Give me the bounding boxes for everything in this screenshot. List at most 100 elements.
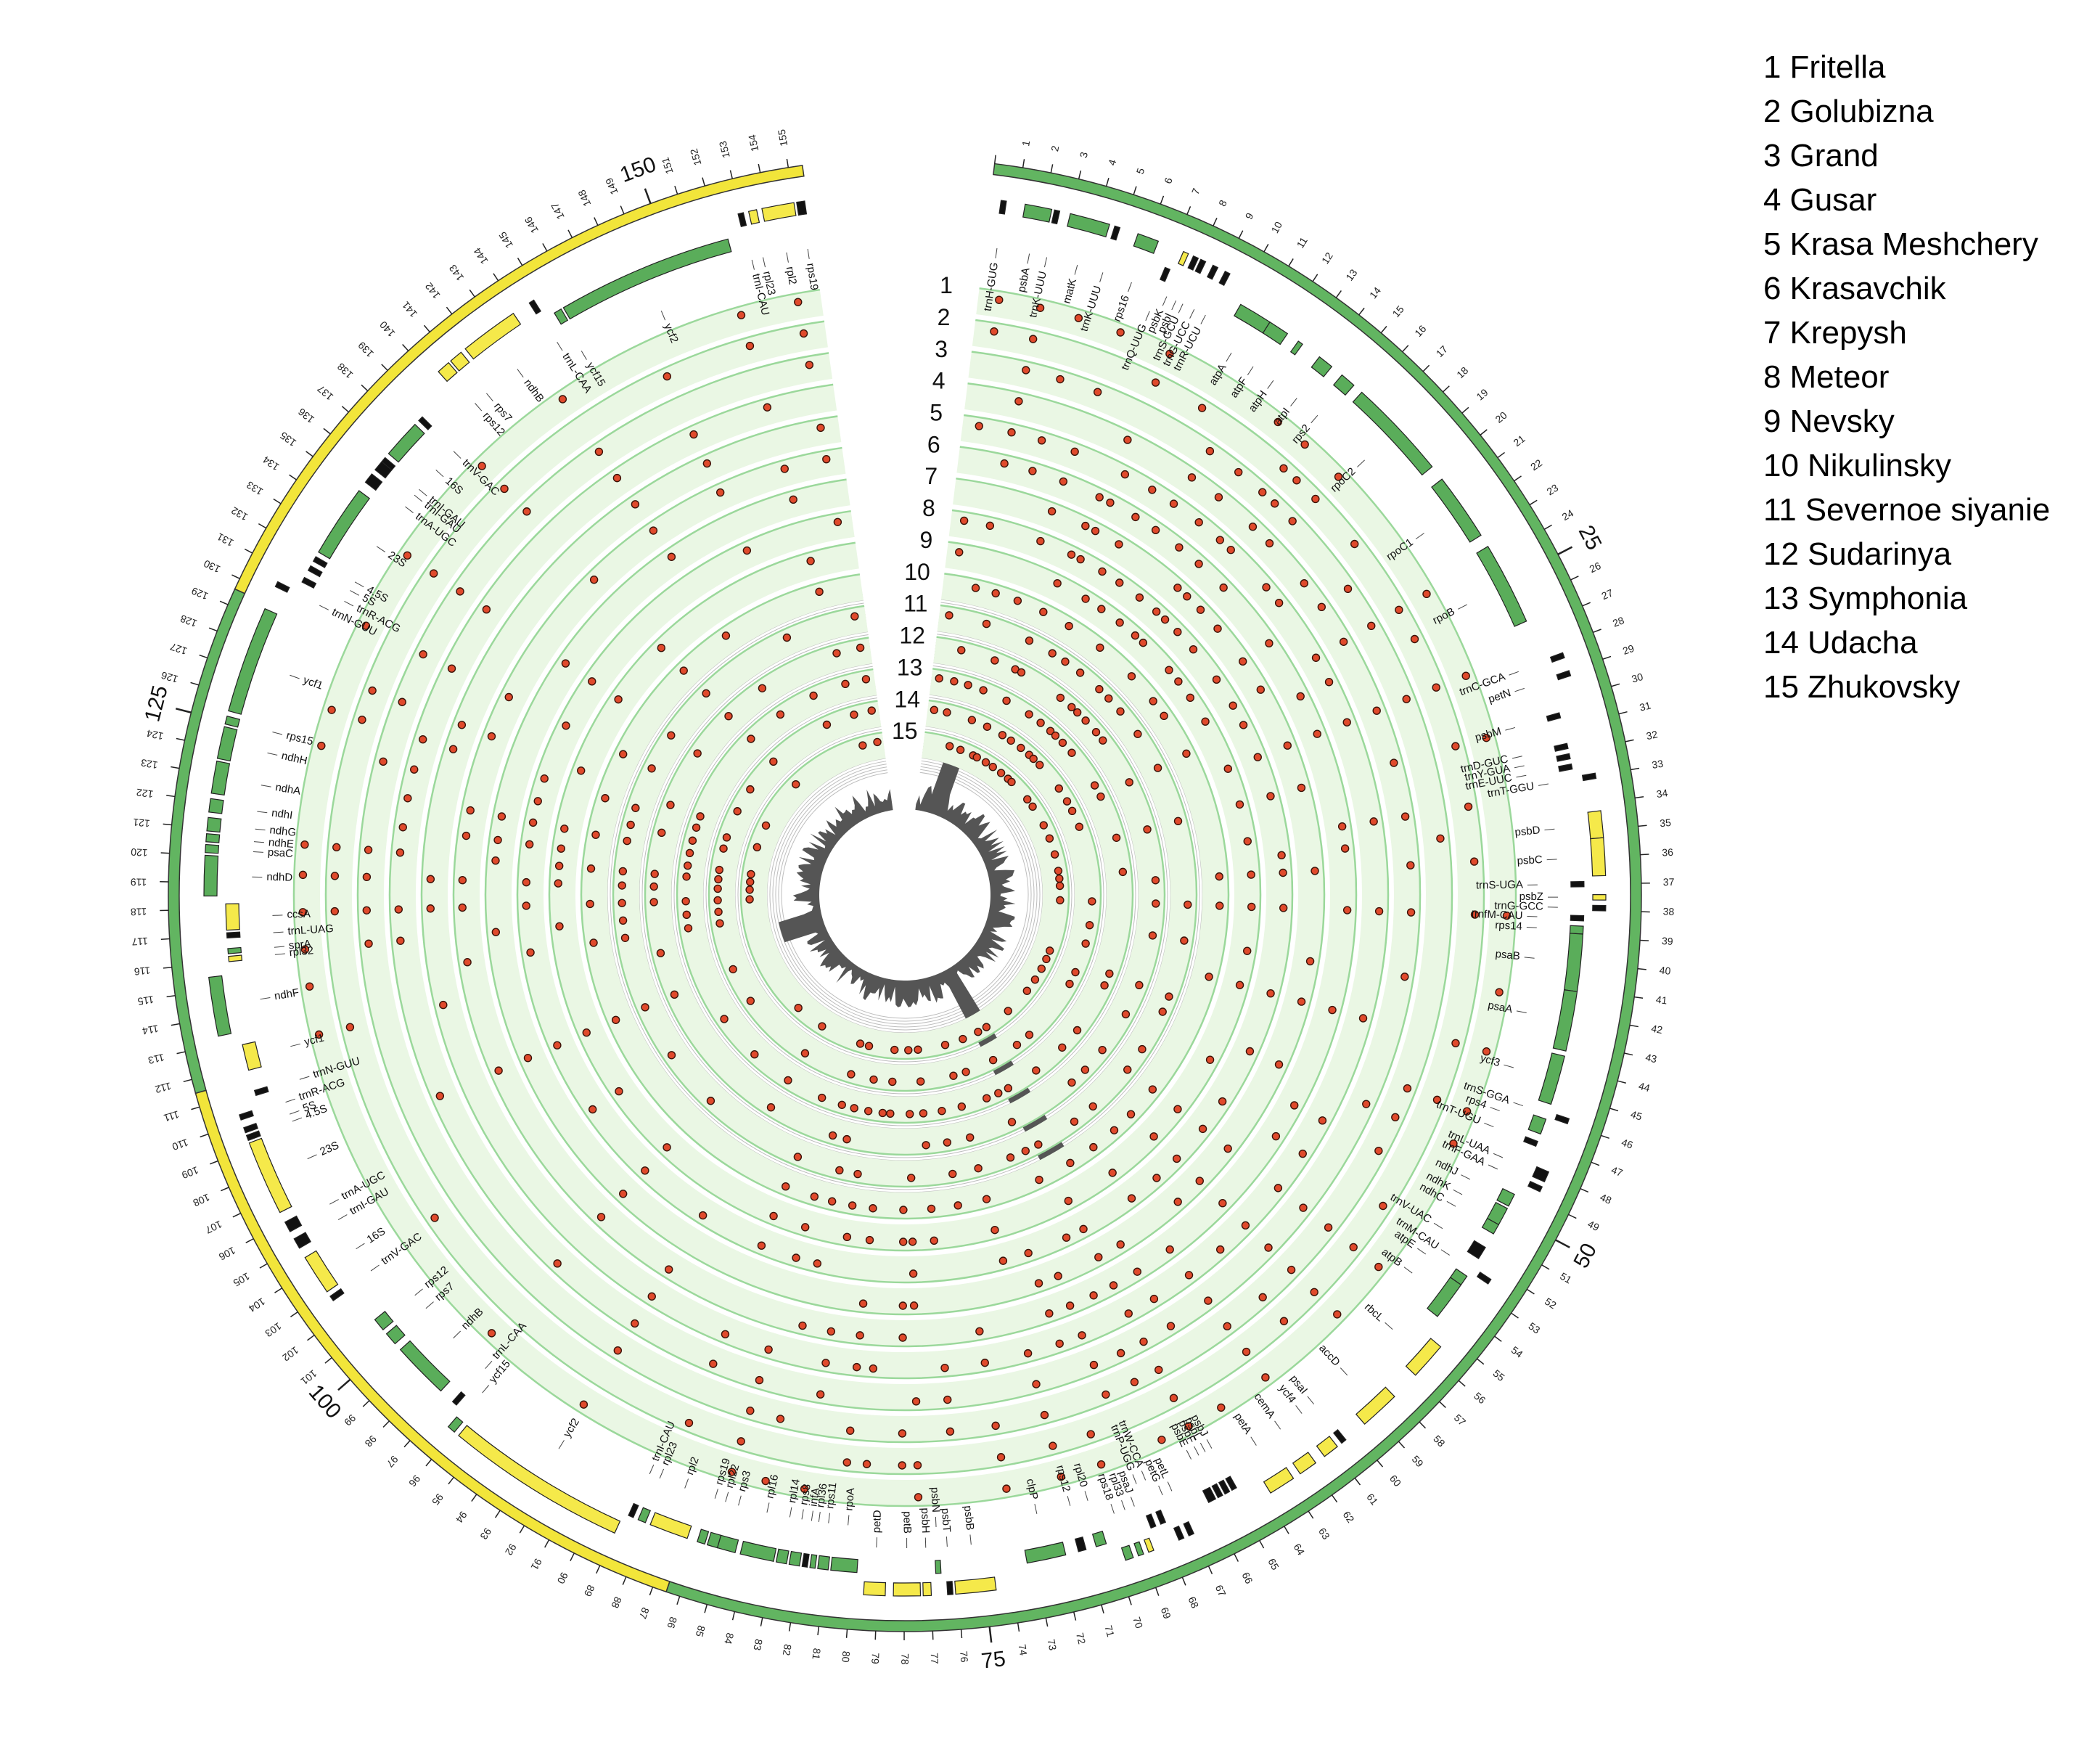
snp-marker [1151, 378, 1160, 387]
snp-marker [1195, 1177, 1204, 1185]
gene-leader [995, 247, 998, 258]
scale-tick [1568, 1214, 1577, 1219]
snp-marker [1298, 1149, 1307, 1158]
histogram-grid-ring [734, 726, 1075, 1065]
snp-marker [1029, 754, 1038, 764]
gene-block [1187, 255, 1199, 271]
scale-tick-label: 79 [869, 1653, 882, 1664]
snp-marker [1247, 870, 1255, 879]
snp-marker [1406, 908, 1416, 917]
scale-tick-label: 21 [1512, 433, 1527, 449]
snp-marker [873, 737, 882, 747]
scale-tick-label: 73 [1046, 1638, 1059, 1652]
gene-leader [946, 1537, 948, 1547]
snp-marker [966, 1133, 975, 1142]
gene-block [1570, 880, 1585, 888]
gene-leader [1385, 1322, 1393, 1330]
gene-leader [1099, 272, 1104, 282]
scale-tick [166, 994, 176, 998]
snp-marker [995, 295, 1004, 304]
snp-marker [702, 459, 712, 468]
snp-marker [1124, 1309, 1133, 1318]
snp-marker [715, 488, 725, 497]
snp-marker [806, 557, 815, 565]
scale-tick [163, 823, 172, 826]
snp-marker [1173, 628, 1182, 637]
gene-leader [1130, 1497, 1135, 1507]
scale-tick-label: 53 [1526, 1320, 1542, 1336]
snp-marker [1173, 1105, 1182, 1113]
gene-leader [1546, 859, 1557, 861]
gene-block [451, 1391, 466, 1406]
scale-tick-label: 7 [1189, 187, 1202, 197]
scale-tick-label: 3 [1078, 151, 1090, 160]
gene-block [239, 1110, 254, 1121]
snp-marker [458, 876, 467, 885]
gene-leader [1417, 1248, 1427, 1255]
scale-tick-label: 40 [1659, 964, 1671, 977]
scale-tick-label: 83 [751, 1638, 765, 1652]
gene-leader [1274, 1420, 1281, 1430]
scale-tick [171, 1023, 180, 1026]
scale-tick-label: 61 [1364, 1492, 1380, 1507]
gene-leader [1295, 1405, 1303, 1414]
snp-marker [631, 1319, 639, 1328]
snp-marker [1451, 1039, 1460, 1047]
snp-marker [709, 1359, 718, 1368]
gene-block [1467, 1240, 1486, 1259]
snp-marker [841, 679, 850, 689]
snp-marker [886, 1109, 895, 1118]
gene-label: psaC [267, 846, 293, 860]
scale-tick-label: 133 [245, 479, 265, 498]
snp-marker [1166, 1322, 1176, 1330]
snp-marker [398, 697, 406, 706]
snp-marker [1053, 578, 1062, 588]
scale-tick-label: 92 [503, 1542, 519, 1558]
scale-tick [567, 229, 573, 238]
gene-label: ccsA [287, 908, 311, 921]
snp-marker [364, 939, 373, 948]
snp-marker [1126, 1110, 1136, 1118]
legend-item: 13 Symphonia [1763, 576, 2059, 621]
scale-tick [190, 682, 200, 686]
snp-marker [982, 1094, 991, 1102]
track-line [580, 573, 1230, 1220]
gene-block [1074, 1536, 1087, 1552]
gene-block [242, 1041, 262, 1071]
track-number: 9 [919, 527, 932, 553]
snp-marker [448, 745, 458, 753]
gene-label: trnL-UAG [287, 922, 334, 938]
snp-marker [1035, 1175, 1043, 1184]
snp-marker [528, 818, 538, 827]
gene-block [628, 1502, 639, 1518]
snp-marker [1173, 817, 1183, 826]
scale-tick-label: 32 [1645, 728, 1659, 742]
scale-tick [1557, 546, 1573, 555]
snp-marker [1058, 1043, 1067, 1052]
scale-tick-label: 149 [603, 176, 620, 197]
gene-block [1173, 1525, 1185, 1541]
gene-leader [1247, 366, 1254, 375]
gene-block [946, 1581, 953, 1595]
snp-marker [663, 372, 672, 381]
scale-tick [817, 1626, 820, 1636]
snp-marker [1045, 834, 1054, 843]
snp-marker [916, 1077, 925, 1086]
scale-tick [341, 406, 349, 413]
gene-leader [969, 1534, 972, 1545]
legend-item: 1 Fritella [1763, 45, 2059, 89]
scale-tick [788, 1622, 792, 1632]
snp-marker [815, 587, 824, 597]
snp-marker [1070, 1117, 1079, 1126]
gene-label: petD [871, 1510, 884, 1534]
scale-tick-label: 116 [134, 965, 151, 978]
scale-tick [760, 1617, 763, 1627]
snp-marker [1184, 1422, 1193, 1431]
snp-marker [1115, 578, 1124, 587]
track-number: 11 [903, 591, 927, 617]
scale-tick [1331, 1494, 1338, 1503]
snp-marker [792, 780, 800, 789]
snp-marker [899, 1206, 908, 1214]
snp-marker [623, 836, 631, 846]
scale-tick-label: 132 [229, 504, 250, 523]
